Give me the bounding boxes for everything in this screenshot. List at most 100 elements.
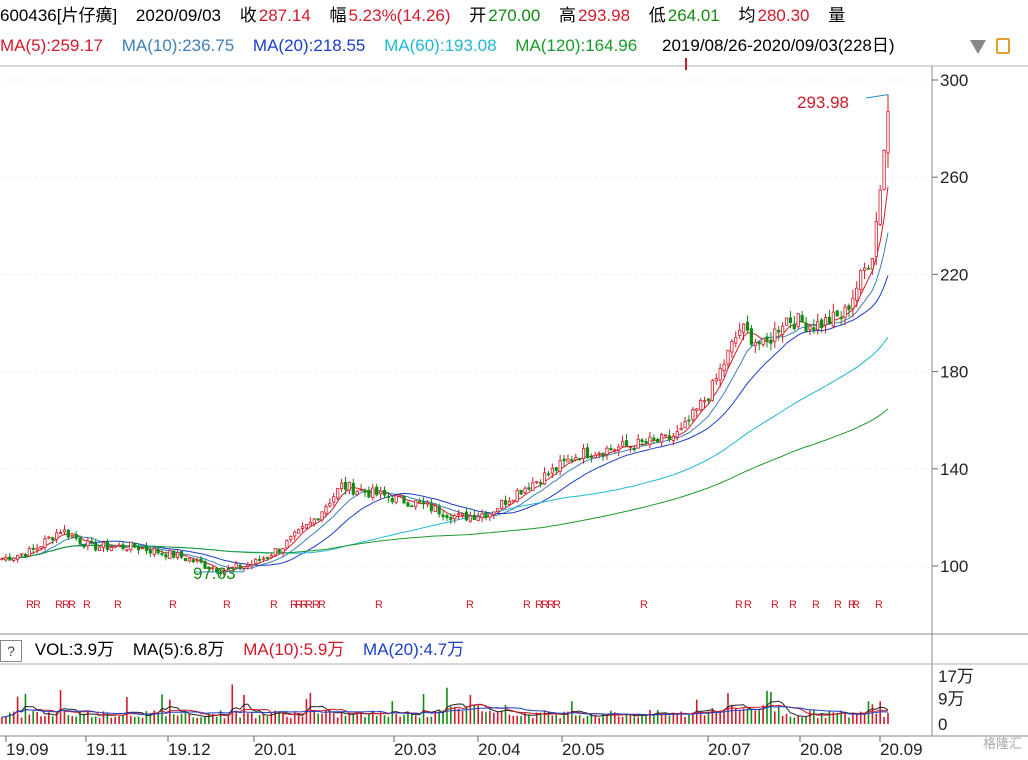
candle-body [31,547,35,550]
candle-body [738,329,742,336]
ma20-legend: MA(20):218.55 [252,36,366,55]
candle-body [827,316,832,325]
ma10-legend: MA(10):236.75 [121,36,235,55]
r-marker: R [169,599,177,611]
candle-body [316,518,320,521]
candle-body [511,499,515,503]
candle-body [8,556,12,561]
candle-body [43,538,47,548]
candle-body [523,487,527,493]
candle-body [710,380,714,401]
candle-body [437,506,441,515]
candle-body [784,317,789,326]
candle-body [199,558,203,563]
volume-ma-lines [1,700,889,718]
candle-body [58,532,63,534]
vol-legend: VOL:3.9万 [34,640,115,659]
candle-body [687,419,691,422]
candle-body [406,502,410,507]
candle-body [168,550,172,559]
help-button[interactable]: ? [0,640,22,662]
candle-body [367,490,371,498]
annotations: 293.98 97.63 [193,93,889,583]
stock-code-name[interactable]: 600436[片仔癀] [0,6,118,25]
candle-body [859,270,863,291]
r-marker: R [541,599,549,611]
min-label: 97.63 [193,564,236,583]
vol-ma10-legend: MA(10):5.9万 [243,640,345,659]
candle-body [757,341,761,345]
candle-body [382,489,387,496]
y-tick-label: 300 [940,71,968,90]
candle-body [566,458,570,463]
r-marker: R [834,599,842,611]
r-marker: R [875,599,883,611]
lock-icon[interactable] [996,38,1010,54]
candle-body [574,456,578,461]
candle-body [230,567,234,569]
ma-lines [1,186,889,572]
candle-body [238,564,242,569]
candle-body [468,515,472,522]
r-marker: R [312,599,320,611]
candle-body [484,512,488,519]
candle-body [94,542,98,551]
candle-body [624,440,629,447]
candle-body [874,221,878,258]
low-field: 低 264.01 [648,6,720,25]
candle-body [503,500,508,505]
grid [0,79,932,567]
candle-body [218,572,223,575]
candle-body [562,458,566,462]
candle-body [137,546,141,551]
r-marker: R [318,599,326,611]
candle-body [195,559,199,562]
candle-body [656,438,660,443]
candle-body [667,435,672,440]
candle-body [812,327,816,332]
candle-body [453,514,457,520]
candle-body [101,541,106,548]
candle-body [363,489,367,493]
change-field: 幅 5.23%(14.26) [329,6,451,25]
open-value: 270.00 [488,6,541,25]
volume-legend: ? VOL:3.9万 MA(5):6.8万 MA(10):5.9万 MA(20)… [0,640,478,662]
r-marker: R [640,599,648,611]
vol-tick-label: 9万 [938,690,964,709]
x-tick-label: 20.05 [562,740,605,759]
candle-body [386,496,391,498]
vol-ma20-legend: MA(20):4.7万 [363,640,465,659]
candle-body [78,537,82,544]
candle-body [261,557,266,560]
candle-body [277,548,281,553]
close-field: 收 287.14 [239,6,311,25]
candle-body [788,317,793,324]
r-marker: R [55,599,63,611]
candle-body [300,526,305,529]
r-marker: R [300,599,308,611]
candle-body [777,329,781,333]
x-tick-label: 19.11 [86,740,127,759]
r-marker: R [466,599,474,611]
candle-body [773,328,777,342]
candle-body [800,314,804,323]
candle-body [570,459,574,462]
candle-body [371,487,375,498]
open-field: 开 270.00 [469,6,541,25]
candle-body [304,524,309,529]
candle-body [492,511,496,516]
candle-body [663,434,668,437]
ma20-line [1,275,889,566]
candle-body [328,503,332,507]
candle-body [90,540,94,543]
candle-body [176,552,180,558]
candle-body [343,481,348,490]
dropdown-triangle-icon[interactable] [970,40,986,54]
vol-ma5-legend: MA(5):6.8万 [132,640,225,659]
candle-body [706,398,711,401]
candle-body [394,495,398,503]
change-value: 5.23%(14.26) [348,6,451,25]
candle-body [542,472,547,485]
date-range[interactable]: 2019/08/26-2020/09/03(228日) [662,36,895,55]
